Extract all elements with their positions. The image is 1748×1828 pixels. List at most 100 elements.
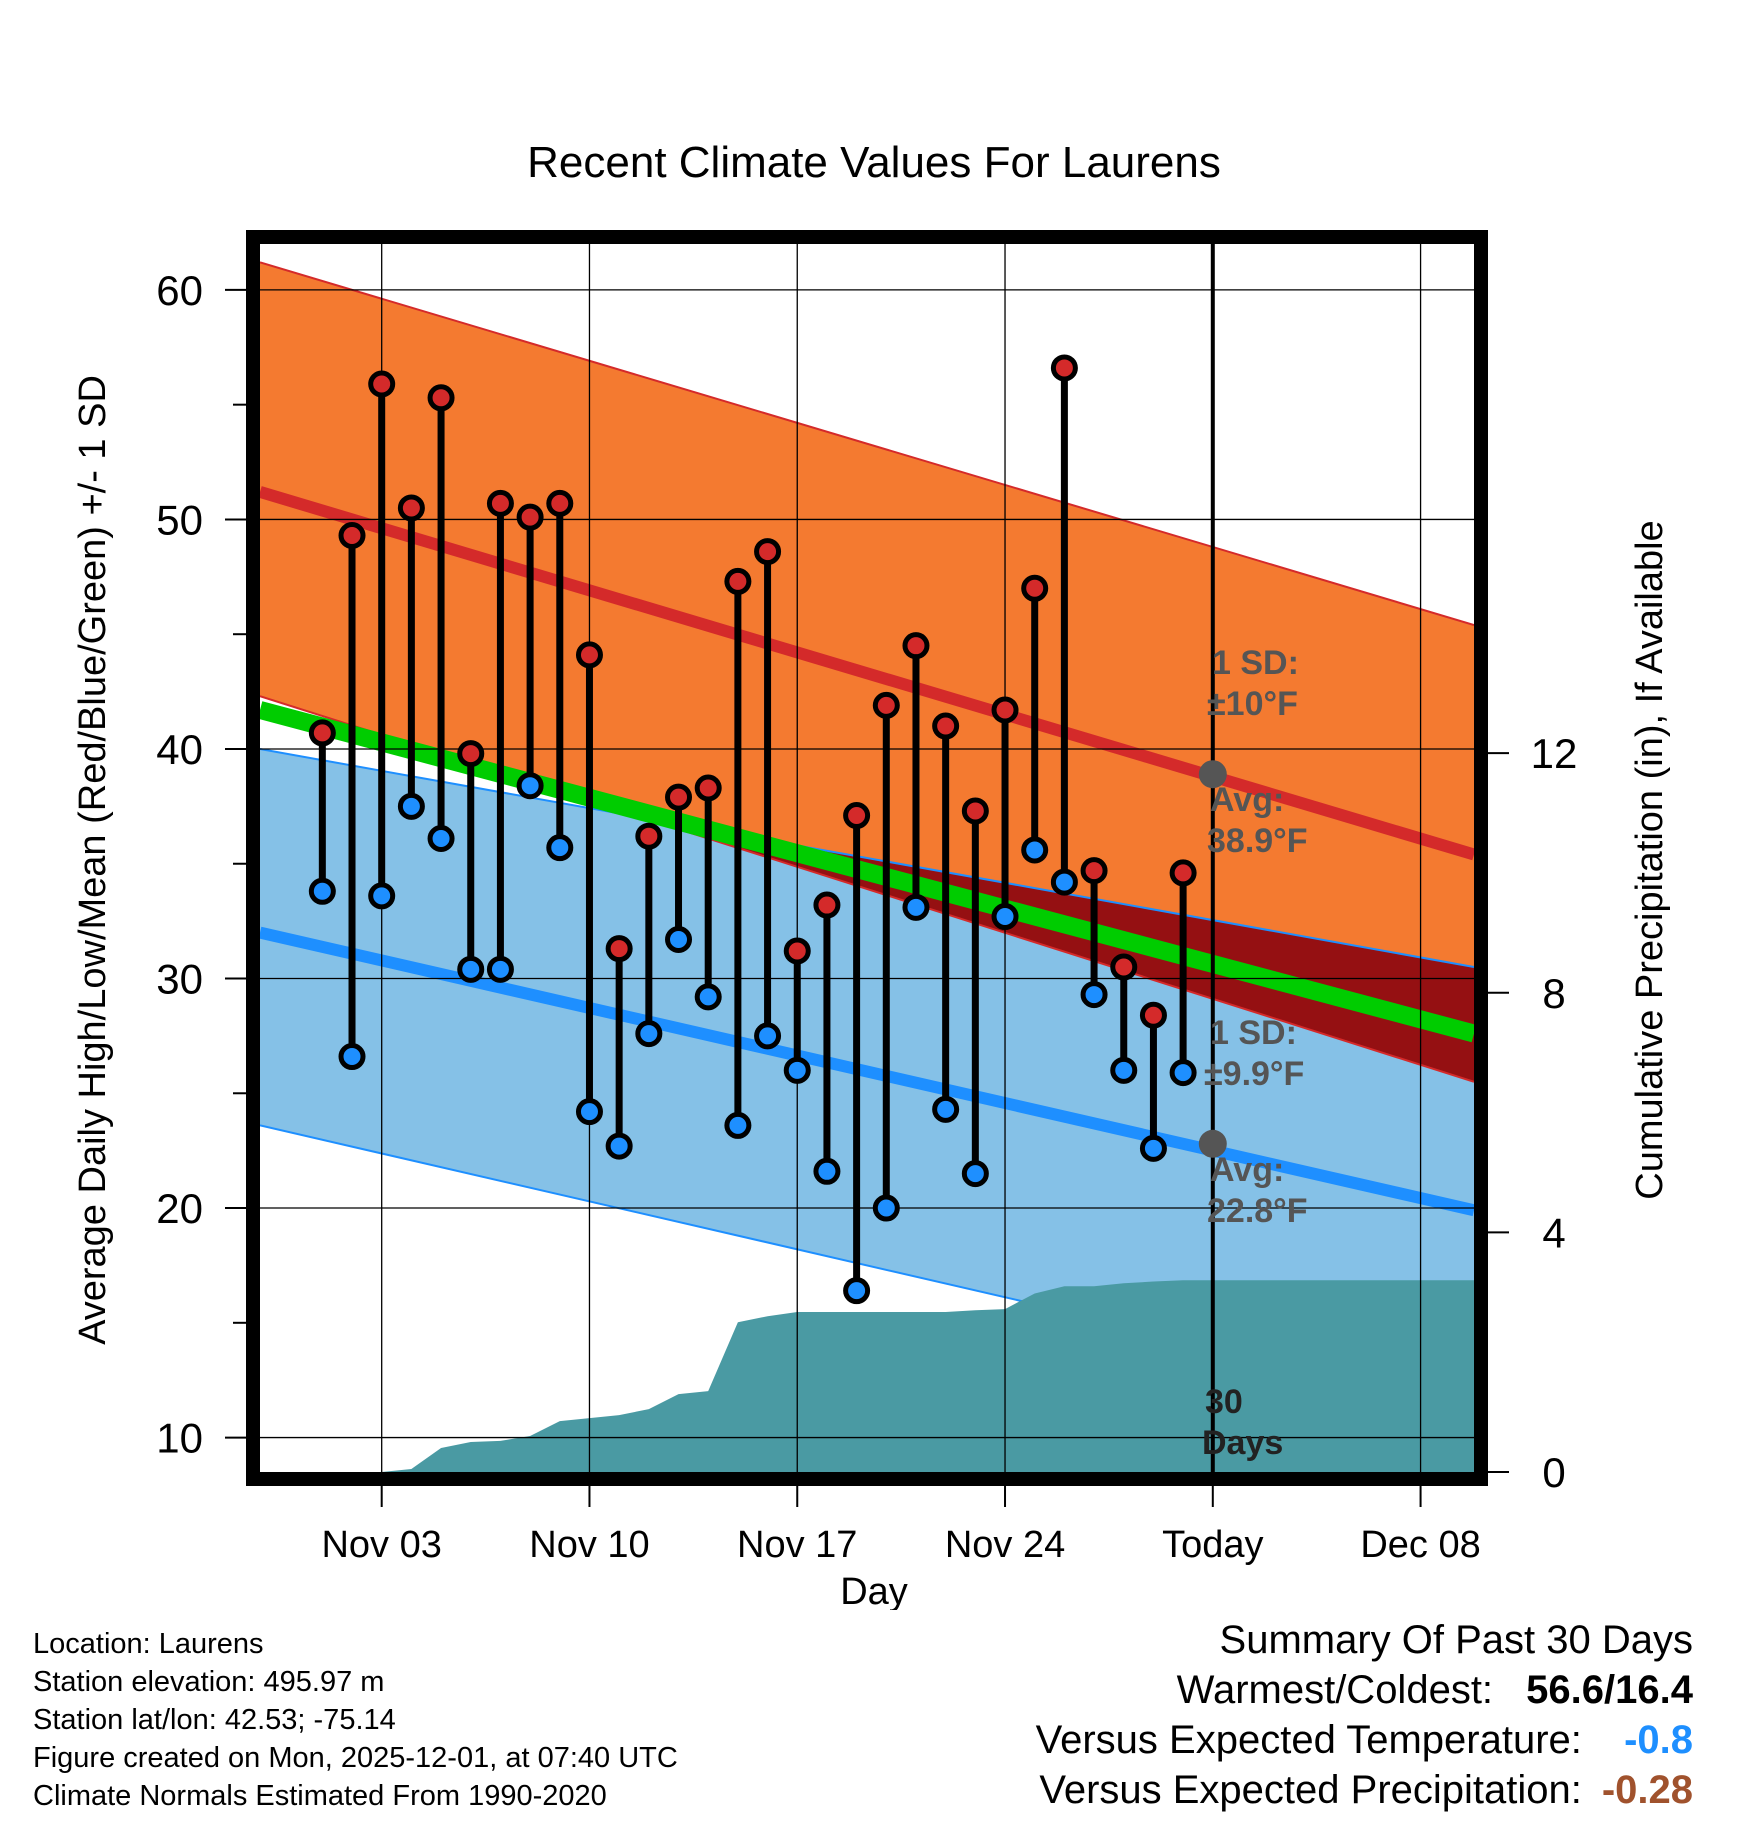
overlay: 10 20 30 40 50 60 0 4 8 12 Nov 03 Nov 10 Nov 17 Nov 2…	[156, 230, 1578, 1566]
info-elevation: Station elevation: 495.97 m	[33, 1666, 385, 1698]
daily-low-point	[1110, 1056, 1138, 1084]
daily-high-point	[427, 384, 455, 412]
summary-panel: Summary Of Past 30 Days Warmest/Coldest:…	[1036, 1615, 1693, 1815]
daily-low-point	[605, 1132, 633, 1160]
daily-high-point	[516, 503, 544, 531]
high-sd-label-1: 1 SD:	[1212, 644, 1299, 682]
x-tick-label: Dec 08	[1360, 1524, 1480, 1566]
daily-low-point	[991, 903, 1019, 931]
summary-warmest-label: Warmest/Coldest:	[1176, 1668, 1494, 1712]
daily-low-point	[338, 1043, 366, 1071]
daily-low-point	[368, 882, 396, 910]
daily-high-point	[635, 822, 663, 850]
daily-low-point	[932, 1095, 960, 1123]
daily-high-point	[813, 891, 841, 919]
daily-low-point	[1139, 1134, 1167, 1162]
summary-temp-value: -0.8	[1624, 1718, 1693, 1762]
daily-low-point	[575, 1098, 603, 1126]
x-tick-label: Nov 24	[945, 1524, 1065, 1566]
y2-tick-label: 4	[1542, 1209, 1565, 1256]
daily-high-point	[724, 567, 752, 595]
avg-high-line	[260, 486, 1474, 861]
daily-low-point	[843, 1277, 871, 1305]
daily-high-point	[486, 489, 514, 517]
y2-axis-label: Cumulative Precipitation (in), If Availa…	[1629, 520, 1671, 1199]
x-tick-label: Today	[1162, 1524, 1263, 1566]
summary-precip-row: Versus Expected Precipitation: -0.28	[1036, 1765, 1693, 1815]
y-tick-label: 40	[156, 726, 203, 773]
daily-low-point	[1169, 1059, 1197, 1087]
x-tick-label: Nov 03	[321, 1524, 441, 1566]
summary-precip-value: -0.28	[1601, 1768, 1693, 1812]
precip-area	[260, 1280, 1474, 1472]
today-avg-low-point	[1198, 1129, 1227, 1158]
low-sd-upper-line	[260, 747, 1474, 969]
daily-high-point	[397, 494, 425, 522]
daily-low-point	[665, 925, 693, 953]
daily-high-point	[783, 937, 811, 965]
daily-high-point	[1110, 953, 1138, 981]
daily-high-point	[932, 712, 960, 740]
daily-high-point	[665, 783, 693, 811]
low-sd-label-1: 1 SD:	[1210, 1014, 1297, 1052]
daily-low-point	[427, 824, 455, 852]
daily-high-point	[546, 489, 574, 517]
daily-high-point	[961, 797, 989, 825]
low-sd-label-2: ±9.9°F	[1204, 1055, 1304, 1093]
daily-low-point	[1021, 836, 1049, 864]
today-avg-high-point	[1198, 760, 1227, 789]
y2-tick-label: 0	[1542, 1449, 1565, 1496]
summary-warmest-value: 56.6/16.4	[1526, 1668, 1693, 1712]
daily-low-point	[754, 1022, 782, 1050]
daily-low-point	[486, 955, 514, 983]
low-avg-label-1: Avg:	[1210, 1151, 1284, 1189]
daily-low-point	[724, 1111, 752, 1139]
x-axis-label: Day	[840, 1571, 908, 1610]
x-tick-label: Nov 17	[737, 1524, 857, 1566]
daily-high-point	[1139, 1001, 1167, 1029]
daily-high-point	[1080, 857, 1108, 885]
y2-tick-label: 8	[1542, 970, 1565, 1017]
plot-frame	[246, 230, 1488, 1486]
daily-high-point	[872, 691, 900, 719]
daily-low-point	[457, 955, 485, 983]
daily-low-point	[635, 1020, 663, 1048]
high-avg-label-2: 38.9°F	[1207, 822, 1308, 860]
daily-high-point	[368, 370, 396, 398]
daily-high-point	[902, 632, 930, 660]
y2-tick-label: 12	[1531, 730, 1578, 777]
high-avg-label-1: Avg:	[1210, 781, 1284, 819]
daily-high-point	[1021, 574, 1049, 602]
summary-temp-row: Versus Expected Temperature: -0.8	[1036, 1715, 1693, 1765]
y-axis-label: Average Daily High/Low/Mean (Red/Blue/Gr…	[72, 375, 114, 1345]
x-tick-label: Nov 10	[529, 1524, 649, 1566]
daily-low-point	[546, 834, 574, 862]
y-tick-label: 60	[156, 267, 203, 314]
station-info: Location: Laurens Station elevation: 495…	[33, 1625, 678, 1815]
daily-low-point	[308, 877, 336, 905]
daily-low-point	[961, 1160, 989, 1188]
climate-chart: Recent Climate Values For Laurens 10 20 30…	[72, 138, 1671, 1610]
y-tick-label: 10	[156, 1415, 203, 1462]
daily-low-point	[1080, 981, 1108, 1009]
daily-high-point	[308, 719, 336, 747]
days-label-2: Days	[1202, 1424, 1283, 1462]
daily-high-point	[457, 740, 485, 768]
summary-precip-label: Versus Expected Precipitation:	[1039, 1768, 1582, 1812]
daily-low-point	[1050, 868, 1078, 896]
days-label-1: 30	[1205, 1383, 1243, 1421]
summary-warmest-row: Warmest/Coldest: 56.6/16.4	[1036, 1665, 1693, 1715]
y-tick-label: 20	[156, 1185, 203, 1232]
daily-high-point	[991, 696, 1019, 724]
info-created: Figure created on Mon, 2025-12-01, at 07…	[33, 1742, 678, 1774]
daily-high-point	[843, 802, 871, 830]
daily-low-point	[902, 893, 930, 921]
daily-high-point	[605, 935, 633, 963]
summary-temp-label: Versus Expected Temperature:	[1035, 1718, 1582, 1762]
daily-high-point	[1050, 354, 1078, 382]
chart-title: Recent Climate Values For Laurens	[527, 138, 1221, 187]
daily-low-point	[783, 1056, 811, 1084]
info-location: Location: Laurens	[33, 1628, 264, 1660]
info-normals: Climate Normals Estimated From 1990-2020	[33, 1780, 607, 1812]
y-tick-label: 50	[156, 496, 203, 543]
